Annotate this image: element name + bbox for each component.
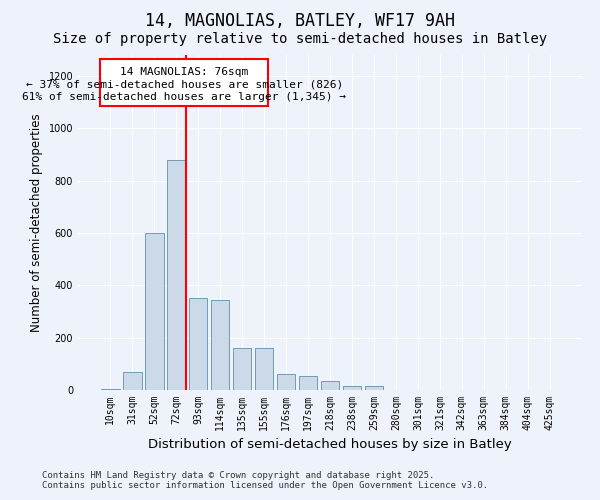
Bar: [343, 386, 361, 390]
Y-axis label: Number of semi-detached properties: Number of semi-detached properties: [30, 113, 43, 332]
Bar: [320, 381, 340, 390]
Bar: [101, 388, 119, 390]
Bar: [167, 160, 185, 390]
Text: ← 37% of semi-detached houses are smaller (826): ← 37% of semi-detached houses are smalle…: [26, 80, 343, 90]
Text: 61% of semi-detached houses are larger (1,345) →: 61% of semi-detached houses are larger (…: [22, 92, 346, 102]
Text: 14 MAGNOLIAS: 76sqm: 14 MAGNOLIAS: 76sqm: [120, 67, 248, 77]
Bar: [189, 298, 208, 390]
Bar: [277, 374, 295, 390]
Bar: [365, 386, 383, 390]
Bar: [123, 372, 142, 390]
Bar: [255, 348, 274, 390]
Text: Size of property relative to semi-detached houses in Batley: Size of property relative to semi-detach…: [53, 32, 547, 46]
FancyBboxPatch shape: [100, 59, 268, 106]
Text: 14, MAGNOLIAS, BATLEY, WF17 9AH: 14, MAGNOLIAS, BATLEY, WF17 9AH: [145, 12, 455, 30]
Bar: [233, 348, 251, 390]
X-axis label: Distribution of semi-detached houses by size in Batley: Distribution of semi-detached houses by …: [148, 438, 512, 452]
Bar: [145, 233, 164, 390]
Text: Contains HM Land Registry data © Crown copyright and database right 2025.
Contai: Contains HM Land Registry data © Crown c…: [42, 470, 488, 490]
Bar: [211, 300, 229, 390]
Bar: [299, 376, 317, 390]
